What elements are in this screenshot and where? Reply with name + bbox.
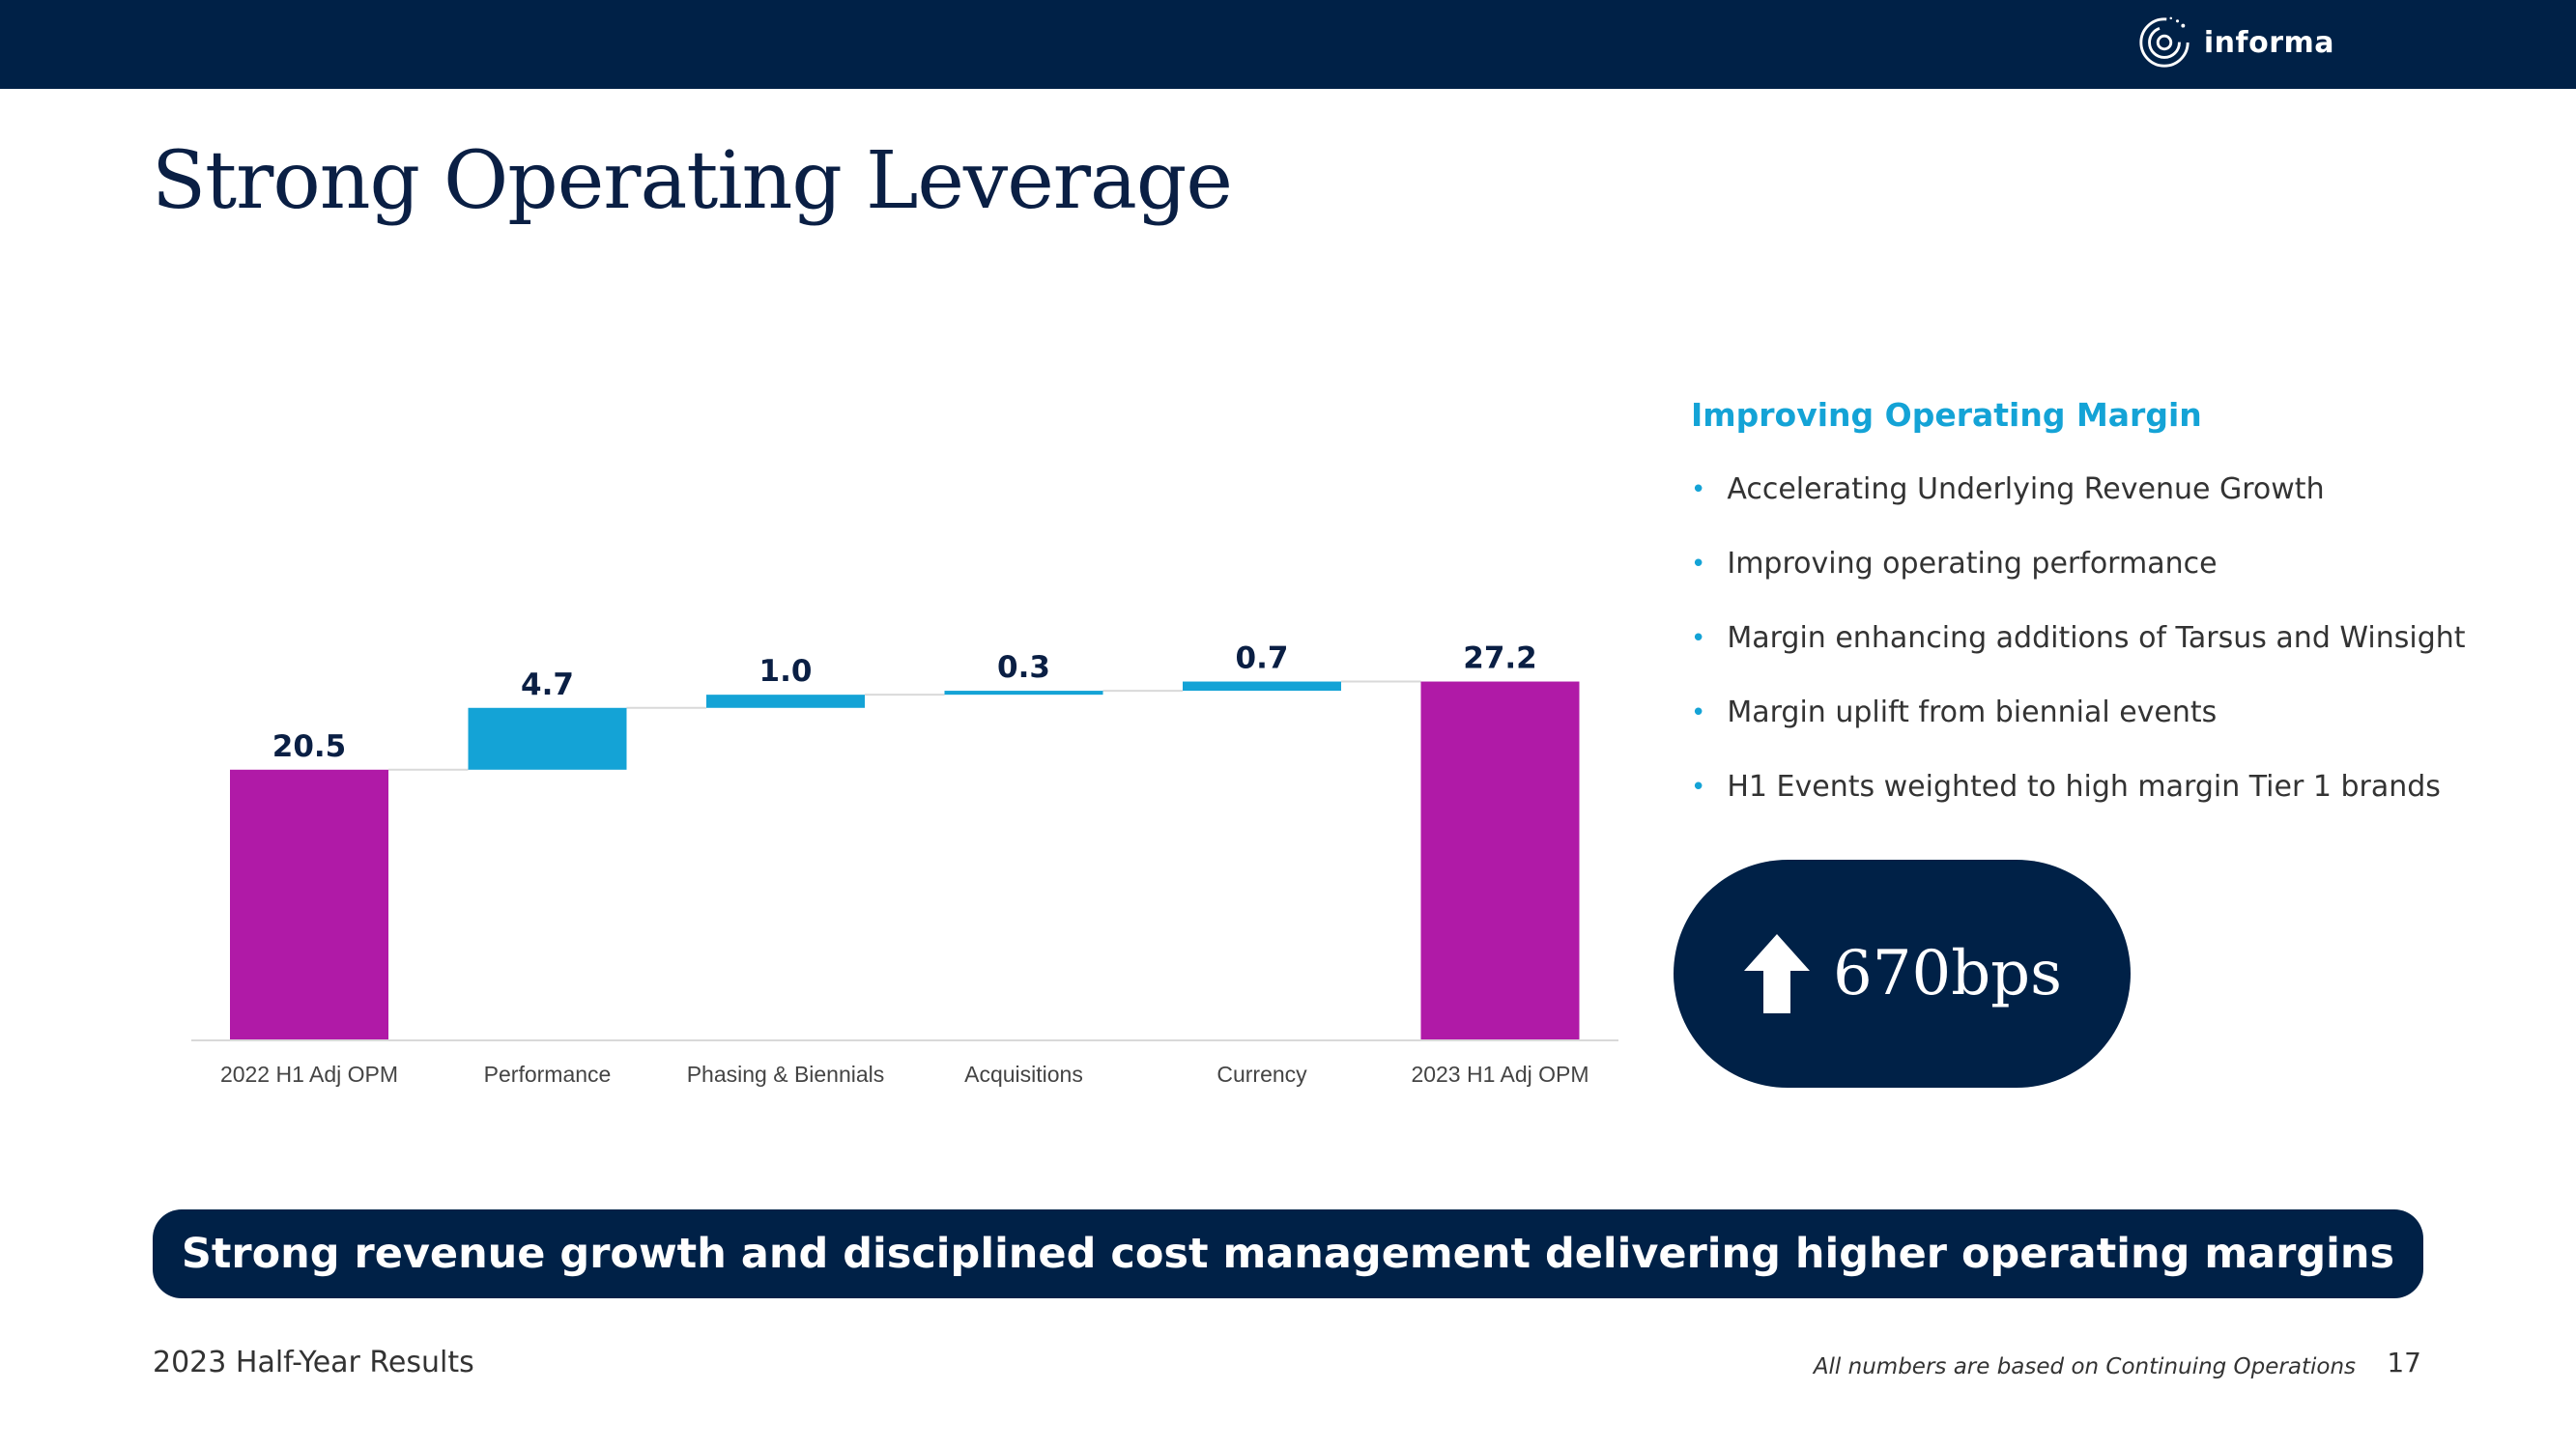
waterfall-bar <box>706 695 865 708</box>
header-bar: informa <box>0 0 2576 89</box>
kpi-value: 670bps <box>1833 938 2062 1009</box>
footer-title: 2023 Half-Year Results <box>153 1346 474 1379</box>
footnote: All numbers are based on Continuing Oper… <box>1813 1354 2356 1379</box>
bullet-dot-icon: • <box>1691 550 1706 579</box>
category-tick-label: 2023 H1 Adj OPM <box>1411 1062 1589 1087</box>
sidebar-heading: Improving Operating Margin <box>1691 396 2202 434</box>
bullet-dot-icon: • <box>1691 475 1706 504</box>
informa-logo-icon <box>2139 16 2190 68</box>
bullet-text: Margin enhancing additions of Tarsus and… <box>1727 621 2466 655</box>
bullet-item: • Margin uplift from biennial events <box>1691 693 2466 767</box>
waterfall-bar <box>230 769 388 1039</box>
bullet-item: • H1 Events weighted to high margin Tier … <box>1691 767 2466 841</box>
category-tick-label: Performance <box>484 1062 612 1087</box>
page-title: Strong Operating Leverage <box>152 135 1233 227</box>
category-tick-label: 2022 H1 Adj OPM <box>220 1062 398 1087</box>
summary-banner: Strong revenue growth and disciplined co… <box>153 1209 2423 1298</box>
kpi-badge: 670bps <box>1674 860 2131 1088</box>
bullet-dot-icon: • <box>1691 698 1706 727</box>
waterfall-bar <box>1420 681 1580 1039</box>
bullet-text: H1 Events weighted to high margin Tier 1… <box>1727 770 2441 804</box>
waterfall-bar <box>468 707 627 770</box>
arrow-up-icon <box>1744 934 1811 1013</box>
bullet-text: Improving operating performance <box>1727 547 2218 581</box>
bar-value-label: 0.3 <box>997 650 1050 685</box>
waterfall-bar <box>944 691 1103 696</box>
page-number: 17 <box>2387 1347 2421 1378</box>
brand-name: informa <box>2203 25 2334 60</box>
bullet-item: • Accelerating Underlying Revenue Growth <box>1691 469 2466 544</box>
bar-value-label: 4.7 <box>521 668 574 702</box>
bar-value-label: 27.2 <box>1463 641 1537 676</box>
bullet-dot-icon: • <box>1691 773 1706 802</box>
bullet-dot-icon: • <box>1691 624 1706 653</box>
banner-text: Strong revenue growth and disciplined co… <box>181 1230 2395 1278</box>
category-tick-label: Currency <box>1216 1062 1307 1087</box>
bar-value-label: 0.7 <box>1236 641 1289 676</box>
bullet-text: Accelerating Underlying Revenue Growth <box>1727 472 2325 506</box>
waterfall-bar <box>1183 681 1341 692</box>
category-tick-label: Phasing & Biennials <box>687 1062 885 1087</box>
brand-logo[interactable]: informa <box>2136 14 2334 71</box>
bullet-item: • Margin enhancing additions of Tarsus an… <box>1691 618 2466 693</box>
bullet-item: • Improving operating performance <box>1691 544 2466 618</box>
category-tick-label: Acquisitions <box>964 1062 1083 1087</box>
bar-value-label: 20.5 <box>272 729 347 764</box>
sidebar-bullet-list: • Accelerating Underlying Revenue Growth … <box>1691 469 2466 841</box>
bar-value-label: 1.0 <box>759 654 813 689</box>
bullet-text: Margin uplift from biennial events <box>1727 696 2218 729</box>
